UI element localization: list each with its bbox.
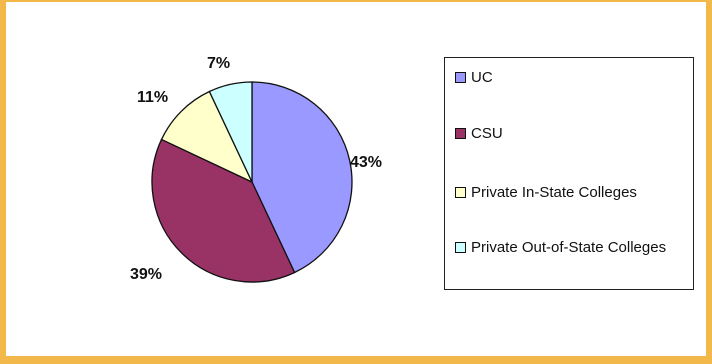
pie-label-private-out-of-state: 7% (207, 55, 230, 72)
legend-item-csu: CSU (455, 124, 701, 143)
legend-label-uc: UC (471, 69, 493, 86)
pie-slice-private-in-state (160, 90, 254, 184)
legend-label-private-in-state: Private In-State Colleges (471, 184, 637, 201)
legend-swatch-private-in-state (455, 187, 466, 198)
legend-label-csu: CSU (471, 125, 503, 142)
legend-item-private-out-of-state: Private Out-of-State Colleges (455, 238, 681, 257)
legend: UC CSU Private In-State Colleges Private… (444, 57, 694, 290)
pie-label-private-in-state: 11% (137, 89, 168, 106)
legend-item-private-in-state: Private In-State Colleges (455, 183, 701, 202)
legend-label-private-out-of-state: Private Out-of-State Colleges (471, 239, 667, 256)
pie-slice-private-out-of-state (208, 81, 253, 183)
pie-slice-uc (251, 81, 353, 274)
pie-label-csu: 39% (130, 266, 162, 283)
legend-swatch-private-out-of-state (455, 242, 466, 253)
legend-swatch-csu (455, 128, 466, 139)
legend-swatch-uc (455, 72, 466, 83)
pie-label-uc: 43% (350, 154, 382, 171)
pie-slice-csu (151, 138, 296, 283)
legend-item-uc: UC (455, 68, 701, 87)
